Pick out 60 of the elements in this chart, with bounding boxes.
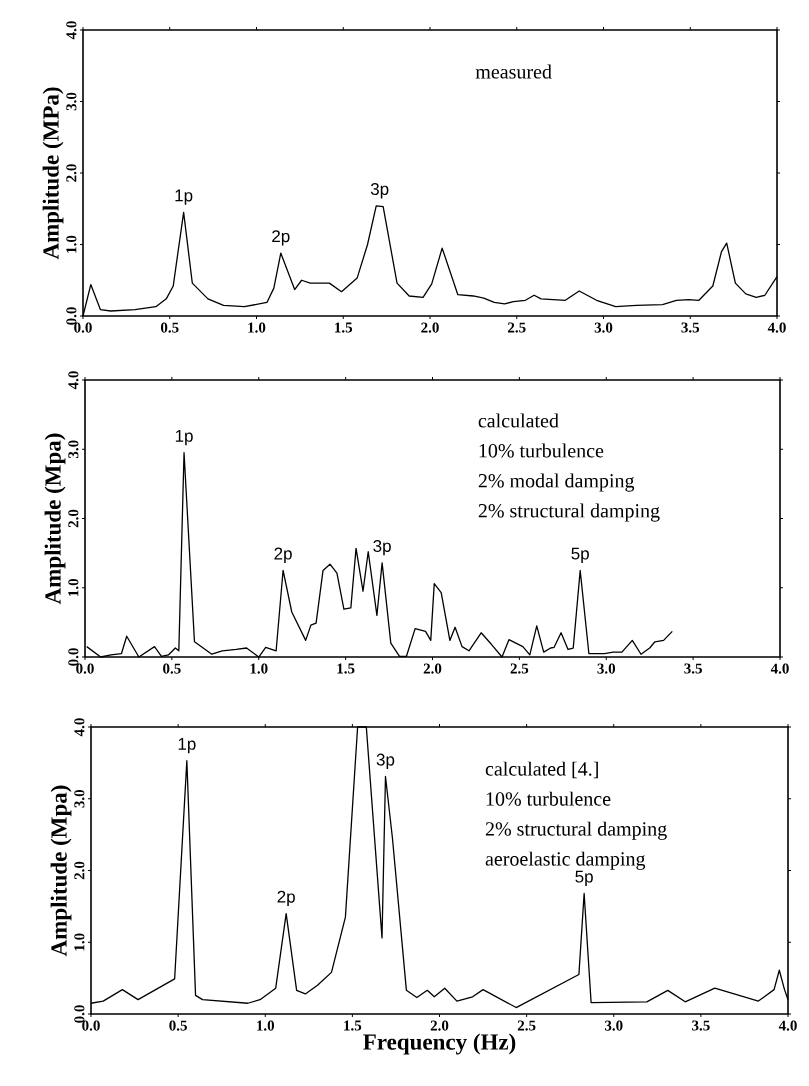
- y-axis-title: Amplitude (MPa): [42, 87, 64, 260]
- x-tick-label: 2.5: [510, 663, 529, 674]
- y-axis-title: Amplitude (Mpa): [44, 433, 66, 605]
- annotation: 5p: [571, 547, 589, 563]
- x-tick-label: 1.0: [257, 1020, 275, 1031]
- x-tick-label: 3.5: [681, 322, 700, 333]
- y-tick-label: 2.0: [74, 861, 85, 880]
- x-tick-label: 1.5: [337, 663, 355, 674]
- x-axis-title: Frequency (Hz): [363, 1033, 516, 1055]
- x-tick-label: 2.0: [430, 1020, 449, 1031]
- y-tick-label: 1.0: [68, 578, 79, 596]
- annotation: 2p: [277, 890, 295, 907]
- x-tick-label: 1.0: [248, 322, 266, 333]
- x-tick-label: 3.0: [594, 322, 613, 333]
- annotation: 3p: [376, 753, 395, 769]
- y-tick-label: 2.0: [66, 164, 77, 182]
- y-tick-label: 4.0: [66, 21, 77, 40]
- annotation: 3p: [370, 182, 389, 199]
- x-tick-label: 1.5: [344, 1020, 362, 1031]
- annotation: 2% structural damping: [478, 503, 660, 522]
- x-tick-label: 1.5: [335, 322, 353, 333]
- x-tick-label: 0.5: [169, 1020, 187, 1031]
- x-tick-label: 4.0: [770, 663, 789, 674]
- x-tick-label: 2.0: [423, 663, 442, 674]
- x-tick-label: 3.0: [604, 1020, 623, 1031]
- y-tick-label: 4.0: [74, 718, 85, 737]
- annotation: 2% structural damping: [485, 821, 667, 840]
- y-tick-label: 3.0: [68, 440, 79, 459]
- x-tick-label: 3.5: [684, 663, 702, 674]
- x-tick-label: 1.0: [250, 663, 268, 674]
- x-tick-label: 3.0: [597, 663, 616, 674]
- annotation: 10% turbulence: [486, 791, 611, 806]
- x-tick-label: 3.5: [692, 1020, 710, 1031]
- x-tick-label: 0.5: [160, 322, 179, 333]
- annotation: 1p: [175, 429, 193, 446]
- x-tick-label: 2.0: [421, 322, 439, 333]
- x-tick-label: 4.0: [767, 322, 786, 333]
- annotation: calculated [4.]: [485, 761, 598, 779]
- y-tick-label: 2.0: [68, 509, 79, 528]
- y-tick-label: 3.0: [74, 789, 85, 808]
- annotation: 2p: [272, 230, 290, 246]
- y-tick-label: 3.0: [66, 92, 77, 111]
- annotation: measured: [475, 64, 552, 79]
- annotation: 1p: [175, 189, 193, 205]
- y-axis-title: Amplitude (Mpa): [50, 785, 72, 957]
- annotation: 10% turbulence: [479, 443, 604, 458]
- x-tick-label: 2.5: [517, 1020, 536, 1031]
- annotation: 5p: [575, 870, 593, 886]
- annotation: calculated: [478, 413, 559, 428]
- y-tick-label: 4.0: [68, 371, 79, 390]
- x-tick-label: 0.5: [163, 663, 181, 674]
- annotation: 2p: [274, 547, 292, 563]
- x-tick-label: 2.5: [508, 322, 526, 333]
- annotation: 1p: [178, 737, 196, 754]
- y-tick-label: 1.0: [74, 933, 85, 951]
- y-tick-label: 1.0: [66, 235, 77, 253]
- annotation: 3p: [373, 539, 391, 556]
- annotation: aeroelastic damping: [485, 851, 646, 870]
- annotation: 2% modal damping: [478, 473, 635, 492]
- x-tick-label: 4.0: [778, 1020, 797, 1031]
